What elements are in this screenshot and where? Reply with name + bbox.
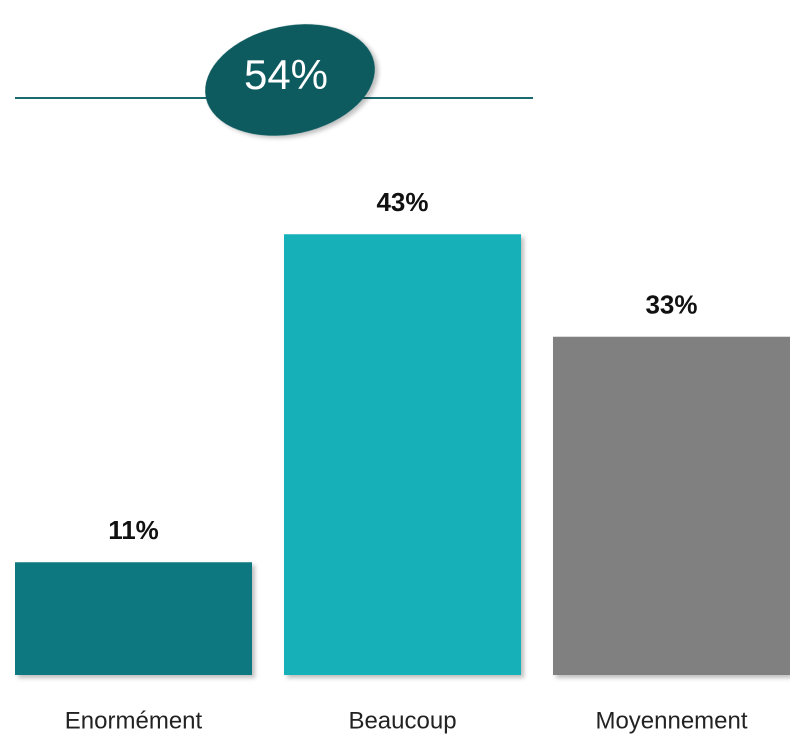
annotation-bubble bbox=[205, 24, 375, 136]
annotation-text: 54% bbox=[244, 51, 328, 98]
category-label: Beaucoup bbox=[348, 707, 456, 734]
bar bbox=[15, 562, 252, 675]
value-label: 11% bbox=[108, 515, 159, 545]
value-label: 33% bbox=[645, 290, 697, 320]
category-label: Moyennement bbox=[595, 707, 747, 734]
bar bbox=[284, 234, 521, 675]
value-label: 43% bbox=[376, 187, 428, 217]
bar bbox=[553, 336, 790, 675]
category-label: Enormément bbox=[65, 707, 203, 734]
